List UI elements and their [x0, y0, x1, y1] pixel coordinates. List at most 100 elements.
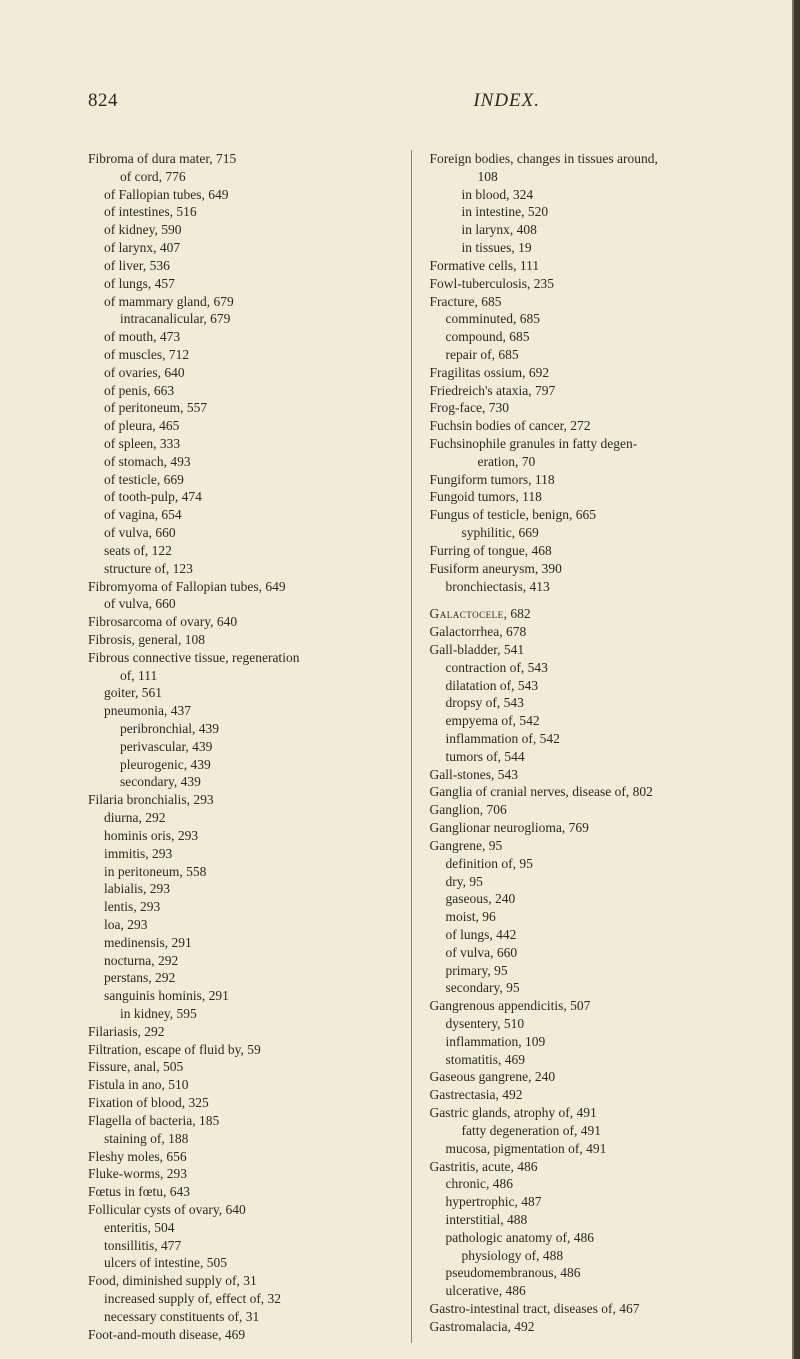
index-entry: perivascular, 439 — [88, 738, 399, 756]
index-entry: Gastric glands, atrophy of, 491 — [430, 1104, 741, 1122]
index-entry: in larynx, 408 — [430, 221, 741, 239]
index-entry: lentis, 293 — [88, 898, 399, 916]
index-entry: structure of, 123 — [88, 560, 399, 578]
page-number: 824 — [88, 90, 118, 112]
index-entry: inflammation of, 542 — [430, 730, 741, 748]
index-entry: contraction of, 543 — [430, 659, 741, 677]
index-entry: Galactorrhea, 678 — [430, 623, 741, 641]
index-entry: Furring of tongue, 468 — [430, 542, 741, 560]
right-column: Foreign bodies, changes in tissues aroun… — [412, 150, 741, 1343]
index-entry: Food, diminished supply of, 31 — [88, 1272, 399, 1290]
index-entry: Gastrectasia, 492 — [430, 1086, 741, 1104]
index-entry: of kidney, 590 — [88, 221, 399, 239]
index-entry: syphilitic, 669 — [430, 524, 741, 542]
index-entry: Ganglia of cranial nerves, disease of, 8… — [430, 783, 741, 801]
index-entry: Follicular cysts of ovary, 640 — [88, 1201, 399, 1219]
index-entry: of testicle, 669 — [88, 471, 399, 489]
index-entry: of larynx, 407 — [88, 239, 399, 257]
index-entry: bronchiectasis, 413 — [430, 578, 741, 596]
index-entry: of spleen, 333 — [88, 435, 399, 453]
index-entry: Fungus of testicle, benign, 665 — [430, 506, 741, 524]
index-entry: gaseous, 240 — [430, 890, 741, 908]
index-entry: of vagina, 654 — [88, 506, 399, 524]
index-entry: physiology of, 488 — [430, 1247, 741, 1265]
index-entry: Fuchsin bodies of cancer, 272 — [430, 417, 741, 435]
index-entry: Foreign bodies, changes in tissues aroun… — [430, 150, 741, 168]
index-entry: of mouth, 473 — [88, 328, 399, 346]
index-entry: in intestine, 520 — [430, 203, 741, 221]
index-entry: Formative cells, 111 — [430, 257, 741, 275]
index-entry: Fœtus in fœtu, 643 — [88, 1183, 399, 1201]
index-entry: of tooth-pulp, 474 — [88, 488, 399, 506]
index-entry: fatty degeneration of, 491 — [430, 1122, 741, 1140]
index-entry: Fleshy moles, 656 — [88, 1148, 399, 1166]
index-entry: secondary, 95 — [430, 979, 741, 997]
index-entry: repair of, 685 — [430, 346, 741, 364]
index-entry: Gastritis, acute, 486 — [430, 1158, 741, 1176]
index-columns: Fibroma of dura mater, 715of cord, 776of… — [88, 150, 740, 1343]
index-entry: Ganglion, 706 — [430, 801, 741, 819]
index-entry: Fungoid tumors, 118 — [430, 488, 741, 506]
page-header: 824 INDEX. — [88, 90, 740, 112]
index-entry: secondary, 439 — [88, 773, 399, 791]
index-entry: of stomach, 493 — [88, 453, 399, 471]
index-entry: in kidney, 595 — [88, 1005, 399, 1023]
index-entry: Fistula in ano, 510 — [88, 1076, 399, 1094]
index-entry: of mammary gland, 679 — [88, 293, 399, 311]
index-entry: dysentery, 510 — [430, 1015, 741, 1033]
index-entry: Filaria bronchialis, 293 — [88, 791, 399, 809]
index-entry: Frog-face, 730 — [430, 399, 741, 417]
index-entry-term: Galactocele — [430, 606, 504, 621]
index-entry: primary, 95 — [430, 962, 741, 980]
index-entry: empyema of, 542 — [430, 712, 741, 730]
index-entry: dilatation of, 543 — [430, 677, 741, 695]
index-entry: Fuchsinophile granules in fatty degen- — [430, 435, 741, 453]
index-entry: Gastromalacia, 492 — [430, 1318, 741, 1336]
index-entry: medinensis, 291 — [88, 934, 399, 952]
index-entry: seats of, 122 — [88, 542, 399, 560]
index-entry: Fissure, anal, 505 — [88, 1058, 399, 1076]
index-entry: chronic, 486 — [430, 1175, 741, 1193]
index-entry: of peritoneum, 557 — [88, 399, 399, 417]
index-entry: Gaseous gangrene, 240 — [430, 1068, 741, 1086]
index-entry: Filariasis, 292 — [88, 1023, 399, 1041]
index-entry: pseudomembranous, 486 — [430, 1264, 741, 1282]
index-entry: tonsillitis, 477 — [88, 1237, 399, 1255]
index-entry: in tissues, 19 — [430, 239, 741, 257]
index-entry: Gangrene, 95 — [430, 837, 741, 855]
index-entry: of penis, 663 — [88, 382, 399, 400]
index-entry: Fracture, 685 — [430, 293, 741, 311]
index-entry: pleurogenic, 439 — [88, 756, 399, 774]
index-entry: increased supply of, effect of, 32 — [88, 1290, 399, 1308]
index-entry: of lungs, 442 — [430, 926, 741, 944]
index-entry: of, 111 — [88, 667, 399, 685]
index-entry: loa, 293 — [88, 916, 399, 934]
index-entry: Fixation of blood, 325 — [88, 1094, 399, 1112]
index-entry: of vulva, 660 — [430, 944, 741, 962]
index-entry: comminuted, 685 — [430, 310, 741, 328]
page-edge-shadow — [792, 0, 800, 1359]
index-entry: ulcers of intestine, 505 — [88, 1254, 399, 1272]
index-entry: staining of, 188 — [88, 1130, 399, 1148]
index-entry: Ganglionar neuroglioma, 769 — [430, 819, 741, 837]
index-entry: tumors of, 544 — [430, 748, 741, 766]
index-entry: in blood, 324 — [430, 186, 741, 204]
index-entry: of lungs, 457 — [88, 275, 399, 293]
index-entry: Fibromyoma of Fallopian tubes, 649 — [88, 578, 399, 596]
index-entry: of ovaries, 640 — [88, 364, 399, 382]
index-entry: stomatitis, 469 — [430, 1051, 741, 1069]
page-container: 824 INDEX. Fibroma of dura mater, 715of … — [0, 0, 800, 1359]
index-entry-tail: , 682 — [504, 606, 531, 621]
index-entry: dropsy of, 543 — [430, 694, 741, 712]
index-entry: Fusiform aneurysm, 390 — [430, 560, 741, 578]
index-entry: of vulva, 660 — [88, 595, 399, 613]
index-entry: necessary constituents of, 31 — [88, 1308, 399, 1326]
index-entry: eration, 70 — [430, 453, 741, 471]
header-title: INDEX. — [473, 90, 740, 112]
index-entry: nocturna, 292 — [88, 952, 399, 970]
index-entry: pathologic anatomy of, 486 — [430, 1229, 741, 1247]
index-entry: of intestines, 516 — [88, 203, 399, 221]
index-entry: intracanalicular, 679 — [88, 310, 399, 328]
index-entry: Flagella of bacteria, 185 — [88, 1112, 399, 1130]
index-entry: inflammation, 109 — [430, 1033, 741, 1051]
